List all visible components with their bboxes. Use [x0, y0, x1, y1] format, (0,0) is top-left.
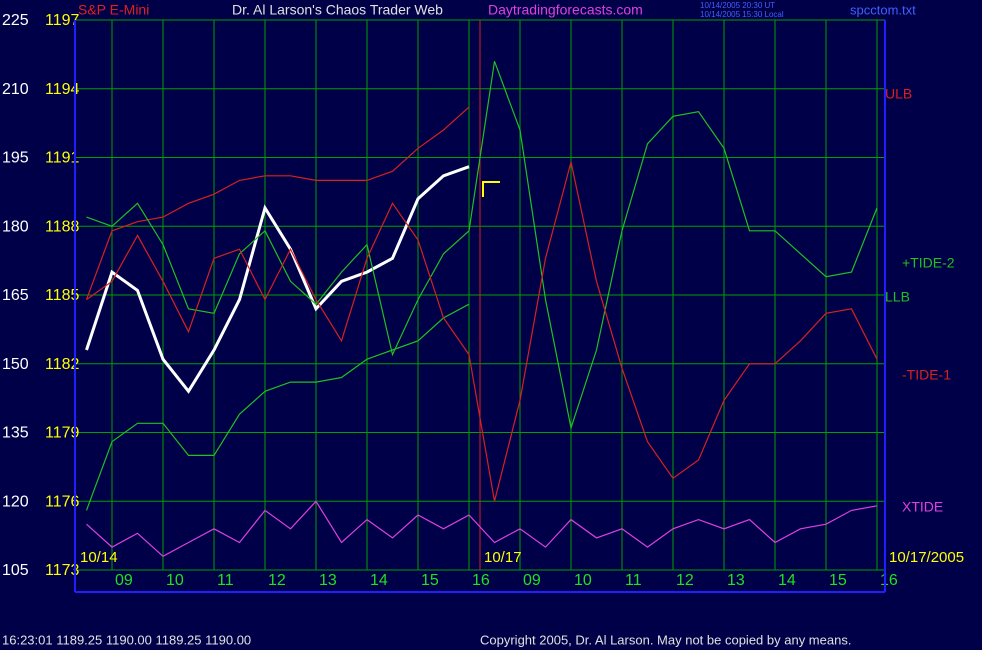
- y2-tick-label: 1188: [45, 218, 80, 235]
- x-tick-label: 11: [217, 572, 234, 589]
- x-tick-label: 12: [268, 572, 286, 589]
- y2-tick-label: 1194: [45, 81, 80, 98]
- y-tick-label: 165: [2, 287, 29, 304]
- series-label: ULB: [885, 86, 912, 102]
- price-line: [85, 165, 470, 394]
- x-tick-label: 11: [625, 572, 642, 589]
- series-label: LLB: [885, 289, 910, 305]
- y2-tick-label: 1176: [45, 493, 80, 510]
- x-tick-label: 13: [727, 572, 745, 589]
- date-label: 10/17: [484, 549, 522, 566]
- stamp: 10/14/2005 20:30 UT: [700, 1, 775, 10]
- x-tick-label: 16: [880, 572, 898, 589]
- y-tick-label: 150: [2, 356, 29, 373]
- series-line: [86, 500, 878, 558]
- series-line: [86, 61, 878, 431]
- x-tick-label: 09: [523, 572, 541, 589]
- y-tick-label: 195: [2, 150, 29, 167]
- x-tick-label: 13: [319, 572, 337, 589]
- title: Dr. Al Larson's Chaos Trader Web: [232, 2, 443, 18]
- x-tick-label: 16: [472, 572, 490, 589]
- date-label: 10/14: [80, 549, 118, 566]
- quote: 16:23:01 1189.25 1190.00 1189.25 1190.00: [2, 632, 251, 647]
- symbol: S&P E-Mini: [78, 2, 149, 18]
- y-tick-label: 135: [2, 425, 29, 442]
- y2-tick-label: 1179: [45, 425, 80, 442]
- series-label: +TIDE-2: [902, 255, 955, 271]
- y2-tick-label: 1182: [45, 356, 80, 373]
- x-tick-label: 15: [421, 572, 439, 589]
- y-tick-label: 105: [2, 562, 29, 579]
- stamp: 10/14/2005 15:30 Local: [700, 10, 784, 19]
- site: Daytradingforecasts.com: [488, 2, 643, 18]
- y2-tick-label: 1191: [45, 150, 80, 167]
- y2-tick-label: 1197: [45, 12, 80, 29]
- y-tick-label: 210: [2, 81, 29, 98]
- series-line: [85, 303, 470, 511]
- y-tick-label: 225: [2, 12, 29, 29]
- x-tick-label: 09: [115, 572, 133, 589]
- marker: [482, 181, 500, 197]
- x-tick-label: 14: [778, 572, 796, 589]
- plot: 105 120 135 150 165 180 195 210 225 1173 1176 1179 1…: [2, 12, 955, 593]
- y-tick-label: 120: [2, 493, 29, 510]
- series-label: XTIDE: [902, 499, 943, 515]
- y2-tick-label: 1185: [45, 287, 80, 304]
- series-line: [86, 161, 878, 502]
- file-name: spcctom.txt: [850, 2, 916, 17]
- series-label: -TIDE-1: [902, 367, 951, 383]
- x-tick-label: 10: [166, 572, 184, 589]
- y2-tick-label: 1173: [45, 562, 80, 579]
- y-tick-label: 180: [2, 218, 29, 235]
- copyright: Copyright 2005, Dr. Al Larson. May not b…: [480, 632, 851, 647]
- x-tick-label: 12: [676, 572, 694, 589]
- x-tick-label: 10: [574, 572, 592, 589]
- date-label: 10/17/2005: [889, 549, 964, 566]
- series-line: [85, 106, 470, 300]
- x-tick-label: 15: [829, 572, 847, 589]
- x-tick-label: 14: [370, 572, 388, 589]
